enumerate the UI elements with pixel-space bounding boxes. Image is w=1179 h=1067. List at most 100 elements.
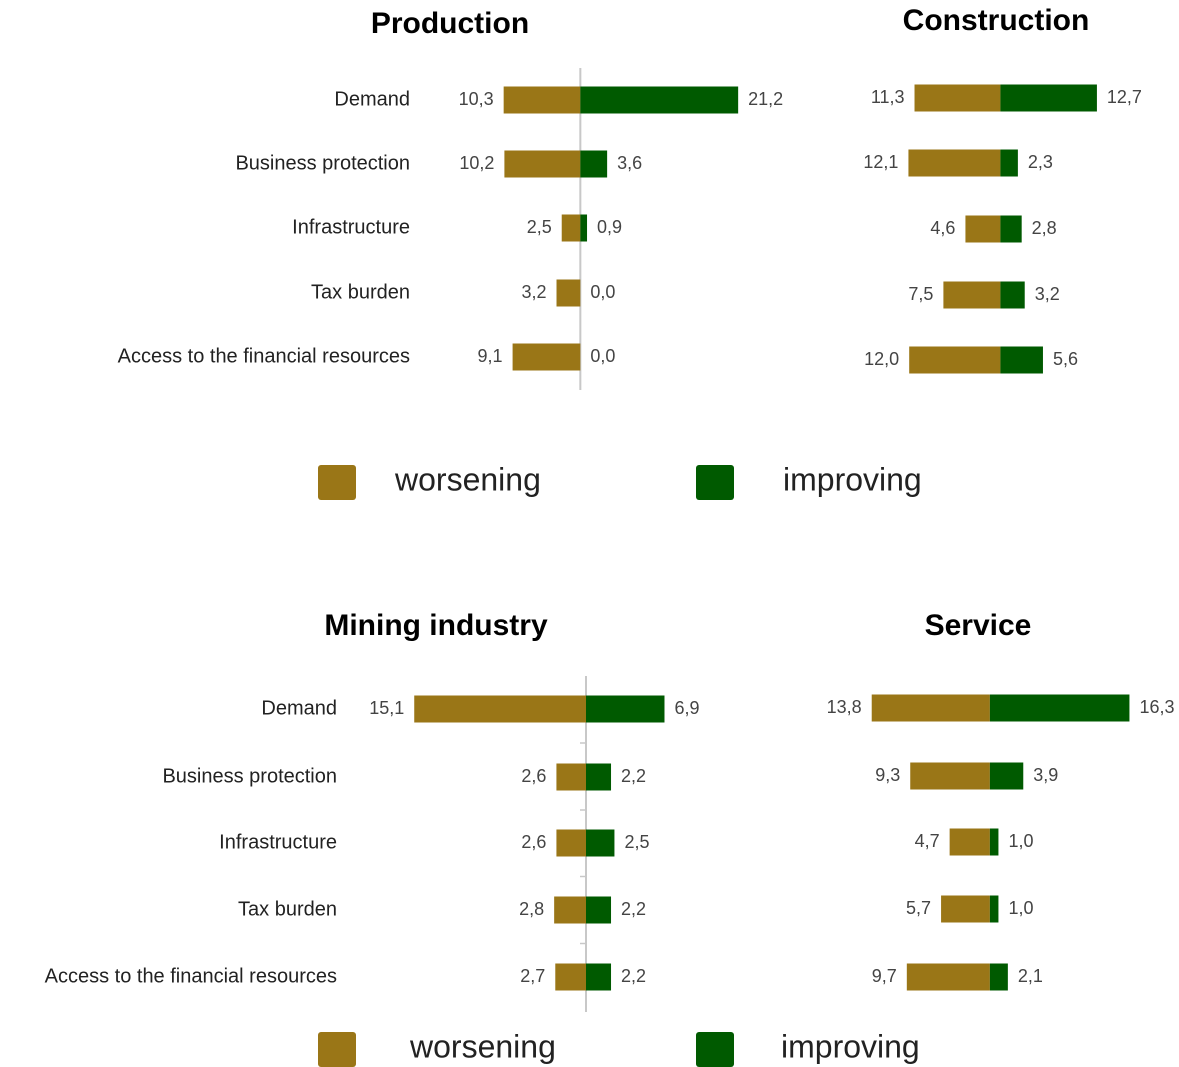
value-label: 2,8 bbox=[1032, 218, 1057, 238]
bar-worsening bbox=[910, 762, 990, 790]
category-label: Tax burden bbox=[238, 898, 337, 920]
chart-title: Service bbox=[925, 609, 1032, 642]
value-label: 2,8 bbox=[519, 899, 544, 919]
value-label: 9,1 bbox=[478, 346, 503, 366]
value-label: 10,2 bbox=[459, 153, 494, 173]
chart-title: Production bbox=[371, 7, 529, 40]
value-label: 3,6 bbox=[617, 153, 642, 173]
bar-improving bbox=[1000, 346, 1043, 374]
value-label: 1,0 bbox=[1008, 831, 1033, 851]
bar-improving bbox=[1000, 84, 1097, 112]
value-label: 2,5 bbox=[624, 832, 649, 852]
bar-improving bbox=[989, 895, 999, 923]
value-label: 12,7 bbox=[1107, 87, 1142, 107]
value-label: 12,1 bbox=[863, 152, 898, 172]
bar-worsening bbox=[908, 149, 1001, 177]
value-label: 2,6 bbox=[521, 832, 546, 852]
value-label: 10,3 bbox=[459, 89, 494, 109]
chart-title: Construction bbox=[903, 4, 1090, 37]
bar-improving bbox=[1000, 281, 1025, 309]
bar-worsening bbox=[943, 281, 1001, 309]
legend-label: worsening bbox=[394, 461, 541, 497]
bar-worsening bbox=[556, 829, 586, 857]
bar-worsening bbox=[914, 84, 1001, 112]
category-label: Tax burden bbox=[311, 281, 410, 303]
value-label: 21,2 bbox=[748, 89, 783, 109]
bar-improving bbox=[1000, 215, 1022, 243]
bar-improving bbox=[989, 963, 1008, 991]
bar-worsening bbox=[871, 694, 990, 722]
value-label: 13,8 bbox=[827, 697, 862, 717]
chart-title: Mining industry bbox=[324, 609, 548, 642]
value-label: 12,0 bbox=[864, 349, 899, 369]
bar-worsening bbox=[504, 150, 581, 178]
value-label: 0,0 bbox=[590, 282, 615, 302]
category-label: Access to the financial resources bbox=[45, 965, 337, 987]
bar-worsening bbox=[554, 896, 586, 924]
value-label: 4,6 bbox=[930, 218, 955, 238]
bar-worsening bbox=[414, 695, 586, 723]
category-label: Business protection bbox=[162, 765, 337, 787]
bar-improving bbox=[580, 86, 739, 114]
value-label: 5,6 bbox=[1053, 349, 1078, 369]
bar-improving bbox=[580, 214, 588, 242]
value-label: 2,2 bbox=[621, 899, 646, 919]
legend-swatch bbox=[318, 465, 356, 500]
value-label: 2,5 bbox=[527, 217, 552, 237]
value-label: 6,9 bbox=[674, 698, 699, 718]
bar-worsening bbox=[941, 895, 990, 923]
bar-improving bbox=[586, 963, 612, 991]
legend-label: worsening bbox=[409, 1028, 556, 1064]
value-label: 3,2 bbox=[1035, 284, 1060, 304]
bar-worsening bbox=[503, 86, 581, 114]
value-label: 4,7 bbox=[915, 831, 940, 851]
bar-improving bbox=[586, 763, 612, 791]
bar-worsening bbox=[561, 214, 581, 242]
category-label: Business protection bbox=[235, 152, 410, 174]
bar-worsening bbox=[909, 346, 1001, 374]
bar-improving bbox=[586, 695, 665, 723]
value-label: 9,7 bbox=[872, 966, 897, 986]
bar-worsening bbox=[906, 963, 990, 991]
category-label: Demand bbox=[261, 697, 337, 719]
category-label: Access to the financial resources bbox=[118, 345, 410, 367]
value-label: 2,3 bbox=[1028, 152, 1053, 172]
value-label: 2,2 bbox=[621, 966, 646, 986]
bar-improving bbox=[989, 828, 999, 856]
bar-worsening bbox=[556, 279, 581, 307]
bar-improving bbox=[989, 762, 1024, 790]
category-label: Infrastructure bbox=[292, 216, 410, 238]
bar-improving bbox=[580, 150, 608, 178]
legend-label: improving bbox=[783, 461, 922, 497]
value-label: 0,9 bbox=[597, 217, 622, 237]
bar-worsening bbox=[512, 343, 581, 371]
value-label: 7,5 bbox=[908, 284, 933, 304]
bar-worsening bbox=[556, 763, 586, 791]
category-label: Infrastructure bbox=[219, 831, 337, 853]
value-label: 11,3 bbox=[871, 87, 905, 107]
value-label: 3,2 bbox=[521, 282, 546, 302]
bar-improving bbox=[586, 829, 615, 857]
value-label: 2,6 bbox=[521, 766, 546, 786]
legend-label: improving bbox=[781, 1028, 920, 1064]
value-label: 2,1 bbox=[1018, 966, 1043, 986]
value-label: 1,0 bbox=[1008, 898, 1033, 918]
legend-swatch bbox=[318, 1032, 356, 1067]
bar-worsening bbox=[555, 963, 586, 991]
value-label: 15,1 bbox=[369, 698, 404, 718]
value-label: 5,7 bbox=[906, 898, 931, 918]
legend-swatch bbox=[696, 1032, 734, 1067]
value-label: 3,9 bbox=[1033, 765, 1058, 785]
value-label: 16,3 bbox=[1139, 697, 1174, 717]
category-label: Demand bbox=[334, 88, 410, 110]
bar-improving bbox=[1000, 149, 1018, 177]
value-label: 0,0 bbox=[590, 346, 615, 366]
value-label: 2,7 bbox=[520, 966, 545, 986]
bar-worsening bbox=[949, 828, 990, 856]
bar-improving bbox=[586, 896, 612, 924]
bar-improving bbox=[989, 694, 1130, 722]
value-label: 9,3 bbox=[875, 765, 900, 785]
legend-swatch bbox=[696, 465, 734, 500]
